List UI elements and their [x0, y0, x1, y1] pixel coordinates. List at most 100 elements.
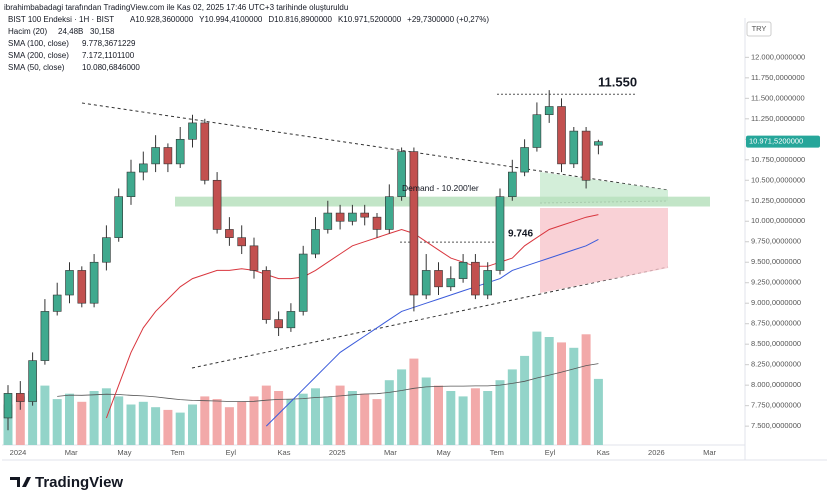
- x-tick-label: Kas: [278, 448, 291, 457]
- y-tick-label: 9.250,0000000: [751, 278, 801, 287]
- brand: TradingView: [35, 474, 123, 491]
- volume-ma: [57, 363, 599, 402]
- candle-body: [581, 130, 591, 181]
- candle-body: [163, 147, 173, 165]
- volume-bar: [557, 342, 566, 445]
- candle-body: [286, 311, 296, 329]
- candle-body: [102, 237, 111, 263]
- candle-body: [139, 163, 148, 173]
- candle-body: [261, 270, 271, 320]
- y-tick-label: 12.000,0000000: [751, 52, 805, 61]
- volume-bar: [470, 388, 480, 445]
- candle-body: [274, 319, 283, 329]
- y-tick-label: 11.750,0000000: [751, 73, 805, 82]
- volume-bar: [286, 399, 296, 445]
- volume-bar: [384, 380, 394, 445]
- y-tick-label: 9.750,0000000: [751, 237, 801, 246]
- level-label: 11.550: [598, 75, 637, 90]
- volume-bar: [151, 407, 161, 445]
- y-tick-label: 9.000,0000000: [751, 298, 801, 307]
- volume-bar: [421, 377, 431, 445]
- volume-bar: [569, 347, 579, 445]
- candle-body: [532, 114, 542, 148]
- sma-line: [265, 238, 599, 427]
- x-tick-label: May: [117, 448, 131, 457]
- candle-body: [520, 147, 529, 173]
- candle-body: [249, 245, 259, 271]
- candle-body: [594, 141, 603, 146]
- volume-bar: [237, 401, 247, 445]
- ohlc-value: A10.928,3600000: [130, 15, 194, 24]
- y-tick-label: 10.500,0000000: [751, 175, 805, 184]
- candle-body: [65, 270, 74, 296]
- y-tick-label: 8.750,0000000: [751, 319, 801, 328]
- x-tick-label: Eyl: [545, 448, 556, 457]
- last-price-label: 10.971,5200000: [749, 137, 803, 146]
- candle-body: [237, 237, 246, 247]
- legend-value: 9.778,3671229: [82, 39, 136, 48]
- candle-body: [298, 253, 308, 312]
- level-label: 9.746: [508, 229, 533, 240]
- sma-line: [105, 214, 599, 419]
- volume-bar: [274, 391, 284, 445]
- risk-zone: [540, 208, 668, 293]
- volume-bar: [163, 409, 173, 445]
- x-tick-label: Mar: [65, 448, 78, 457]
- volume-bar: [532, 331, 542, 445]
- volume-layer: [3, 331, 603, 445]
- y-tick-label: 8.000,0000000: [751, 380, 801, 389]
- x-tick-label: Tem: [171, 448, 185, 457]
- volume-bar: [126, 404, 136, 445]
- currency-box: [746, 21, 772, 37]
- trend-line: [81, 102, 669, 191]
- volume-bar: [323, 396, 333, 445]
- price-layer: [3, 90, 603, 431]
- volume-bar: [446, 391, 456, 445]
- volume-bar: [65, 393, 74, 445]
- y-tick-label: 11.500,0000000: [751, 93, 805, 102]
- ohlc-value: D10.816,8900000: [268, 15, 332, 24]
- x-tick-label: Kas: [597, 448, 610, 457]
- ohlc-value: K10.971,5200000: [338, 15, 402, 24]
- volume-bar: [212, 399, 222, 445]
- candle-body: [421, 270, 431, 296]
- volume-bar: [311, 388, 320, 445]
- volume-bar: [114, 396, 124, 445]
- x-tick-label: 2026: [648, 448, 665, 457]
- x-tick-label: May: [437, 448, 451, 457]
- volume-bar: [581, 334, 591, 445]
- volume-bar: [544, 337, 554, 445]
- volume-bar: [335, 385, 345, 445]
- last-price-box: [746, 135, 820, 148]
- x-tick-label: 2025: [329, 448, 346, 457]
- legend-name: SMA (200, close): [8, 51, 69, 60]
- volume-bar: [347, 391, 357, 445]
- candle-body: [15, 393, 25, 402]
- candle-body: [3, 393, 13, 419]
- candle-body: [544, 106, 554, 116]
- candle-body: [384, 196, 394, 230]
- candle-body: [434, 270, 443, 288]
- volume-bar: [249, 396, 259, 445]
- volume-bar: [495, 380, 505, 445]
- candle-body: [114, 196, 123, 238]
- volume-bar: [434, 385, 443, 445]
- candle-body: [495, 196, 505, 271]
- candle-body: [409, 151, 419, 296]
- candle-body: [446, 278, 456, 288]
- candle-body: [569, 130, 579, 165]
- y-tick-label: 11.250,0000000: [751, 114, 805, 123]
- volume-bar: [507, 369, 517, 445]
- volume-bar: [593, 378, 603, 445]
- candle-body: [348, 212, 357, 222]
- volume-bar: [15, 396, 25, 445]
- demand-label: Demand - 10.200'ler: [402, 183, 479, 193]
- candle-body: [311, 229, 320, 255]
- volume-bar: [52, 399, 62, 445]
- candle-body: [360, 212, 370, 218]
- x-tick-label: Mar: [703, 448, 716, 457]
- candle-body: [557, 106, 566, 165]
- candle-body: [225, 229, 234, 238]
